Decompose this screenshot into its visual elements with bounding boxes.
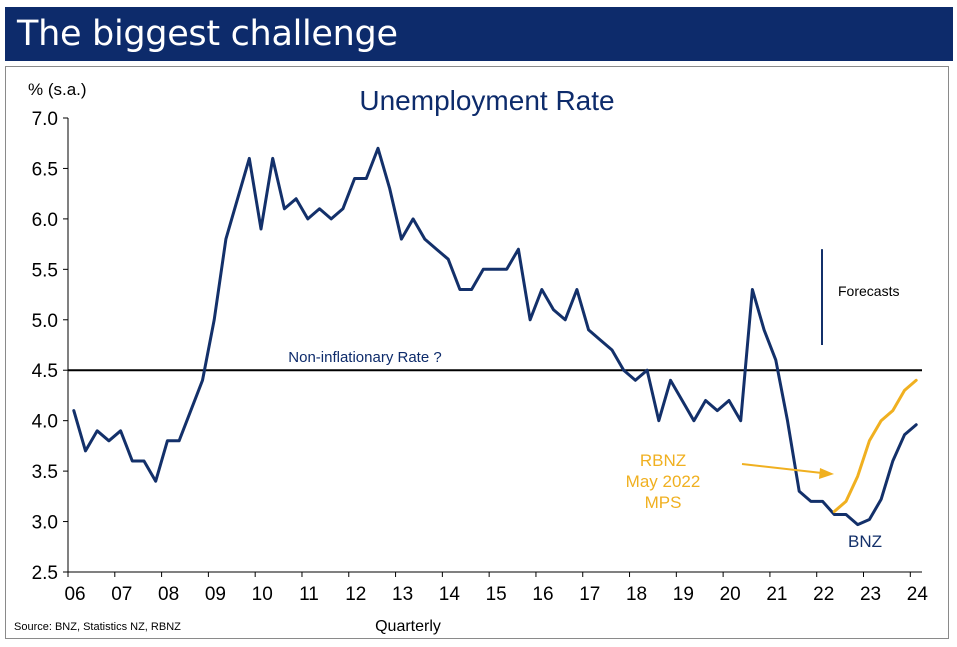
y-tick-label: 2.5 — [32, 563, 58, 584]
x-tick-label: 07 — [111, 584, 132, 605]
bnz-series-label: BNZ — [848, 532, 882, 551]
page-title: The biggest challenge — [17, 14, 398, 54]
x-tick-label: 09 — [205, 584, 226, 605]
y-tick-label: 4.0 — [32, 412, 58, 433]
x-tick-label: 20 — [720, 584, 741, 605]
x-axis-label: Quarterly — [375, 618, 441, 635]
header-bar: The biggest challenge — [5, 7, 953, 61]
forecast-label: Forecasts — [838, 283, 899, 299]
x-tick-label: 14 — [439, 584, 461, 605]
x-tick-label: 22 — [813, 584, 834, 605]
x-tick-label: 24 — [907, 584, 929, 605]
y-tick-label: 3.5 — [32, 462, 58, 483]
chart-title: Unemployment Rate — [359, 85, 614, 116]
bnz-series-line — [72, 146, 918, 527]
y-tick-label: 7.0 — [32, 109, 58, 130]
non-inflationary-rate-label: Non-inflationary Rate ? — [288, 349, 441, 366]
x-tick-label: 23 — [860, 584, 881, 605]
source-note: Source: BNZ, Statistics NZ, RBNZ — [14, 621, 181, 633]
y-tick-label: 5.5 — [32, 260, 58, 281]
x-tick-label: 18 — [626, 584, 647, 605]
y-tick-label: 4.5 — [32, 361, 58, 382]
rbnz-label-line: May 2022 — [626, 472, 701, 491]
y-axis-label: % (s.a.) — [28, 80, 87, 99]
y-tick-label: 6.0 — [32, 210, 58, 231]
x-tick-label: 08 — [158, 584, 179, 605]
x-tick-label: 13 — [392, 584, 413, 605]
rbnz-arrow-line — [741, 463, 823, 474]
y-tick-label: 5.0 — [32, 311, 58, 332]
rbnz-label-line: MPS — [645, 493, 682, 512]
x-tick-label: 15 — [486, 584, 507, 605]
rbnz-arrow-head — [819, 468, 834, 479]
x-tick-label: 12 — [345, 584, 366, 605]
rbnz-series-line — [832, 378, 918, 513]
rbnz-label-line: RBNZ — [640, 451, 686, 470]
x-tick-label: 10 — [252, 584, 273, 605]
x-tick-label: 11 — [299, 584, 319, 605]
x-tick-label: 19 — [673, 584, 694, 605]
x-tick-label: 21 — [766, 584, 787, 605]
x-tick-label: 06 — [64, 584, 85, 605]
x-tick-label: 16 — [532, 584, 553, 605]
y-tick-label: 3.0 — [32, 513, 58, 534]
chart-frame — [5, 66, 949, 639]
x-tick-label: 17 — [579, 584, 600, 605]
y-tick-label: 6.5 — [32, 159, 58, 180]
